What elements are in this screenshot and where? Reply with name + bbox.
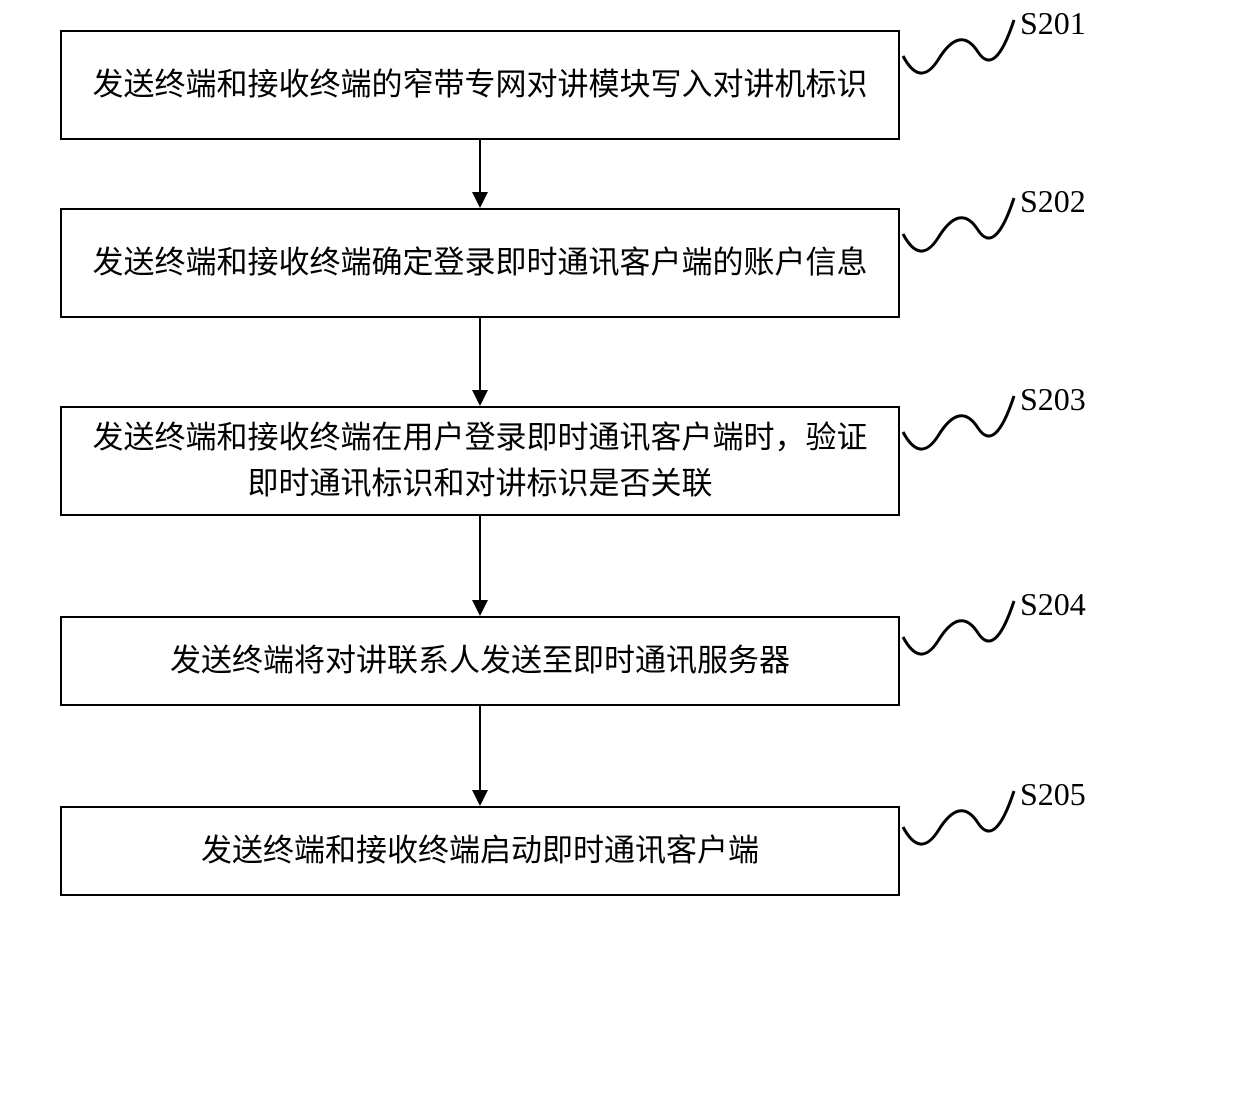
arrow-s203-s204 [60, 516, 900, 616]
squiggle-icon [900, 10, 1020, 100]
step-text-s202: 发送终端和接收终端确定登录即时通讯客户端的账户信息 [93, 240, 868, 287]
squiggle-icon [900, 188, 1020, 278]
step-s204: 发送终端将对讲联系人发送至即时通讯服务器 S204 [60, 616, 1180, 706]
step-box-s201: 发送终端和接收终端的窄带专网对讲模块写入对讲机标识 [60, 30, 900, 140]
step-text-s201: 发送终端和接收终端的窄带专网对讲模块写入对讲机标识 [93, 62, 868, 109]
label-connector-s205: S205 [900, 781, 1086, 871]
step-label-s204: S204 [1020, 586, 1086, 623]
arrow-down-icon [465, 706, 495, 806]
step-box-s205: 发送终端和接收终端启动即时通讯客户端 [60, 806, 900, 896]
step-text-s205: 发送终端和接收终端启动即时通讯客户端 [201, 828, 759, 875]
squiggle-icon [900, 781, 1020, 871]
label-connector-s203: S203 [900, 386, 1086, 476]
step-s205: 发送终端和接收终端启动即时通讯客户端 S205 [60, 806, 1180, 896]
arrow-s202-s203 [60, 318, 900, 406]
label-connector-s201: S201 [900, 10, 1086, 100]
step-s202: 发送终端和接收终端确定登录即时通讯客户端的账户信息 S202 [60, 208, 1180, 318]
step-box-s203: 发送终端和接收终端在用户登录即时通讯客户端时，验证即时通讯标识和对讲标识是否关联 [60, 406, 900, 516]
step-s203: 发送终端和接收终端在用户登录即时通讯客户端时，验证即时通讯标识和对讲标识是否关联… [60, 406, 1180, 516]
squiggle-icon [900, 386, 1020, 476]
arrow-down-icon [465, 318, 495, 406]
step-s201: 发送终端和接收终端的窄带专网对讲模块写入对讲机标识 S201 [60, 30, 1180, 140]
squiggle-icon [900, 591, 1020, 681]
label-connector-s202: S202 [900, 188, 1086, 278]
step-label-s203: S203 [1020, 381, 1086, 418]
step-label-s205: S205 [1020, 776, 1086, 813]
step-text-s203: 发送终端和接收终端在用户登录即时通讯客户端时，验证即时通讯标识和对讲标识是否关联 [82, 415, 878, 508]
step-text-s204: 发送终端将对讲联系人发送至即时通讯服务器 [170, 638, 790, 685]
step-label-s201: S201 [1020, 5, 1086, 42]
arrow-s204-s205 [60, 706, 900, 806]
label-connector-s204: S204 [900, 591, 1086, 681]
step-box-s204: 发送终端将对讲联系人发送至即时通讯服务器 [60, 616, 900, 706]
step-box-s202: 发送终端和接收终端确定登录即时通讯客户端的账户信息 [60, 208, 900, 318]
arrow-down-icon [465, 516, 495, 616]
step-label-s202: S202 [1020, 183, 1086, 220]
flowchart-container: 发送终端和接收终端的窄带专网对讲模块写入对讲机标识 S201 发送终端和接收终端… [60, 30, 1180, 896]
arrow-down-icon [465, 140, 495, 208]
arrow-s201-s202 [60, 140, 900, 208]
